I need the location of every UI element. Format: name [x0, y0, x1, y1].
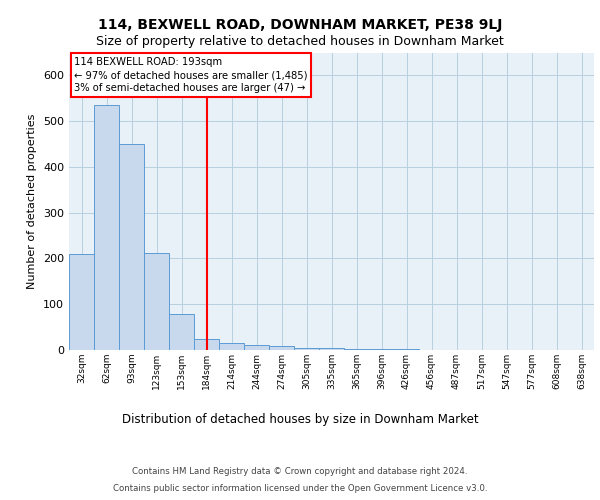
Bar	[169, 314, 194, 350]
Text: Size of property relative to detached houses in Downham Market: Size of property relative to detached ho…	[96, 35, 504, 48]
Bar	[219, 343, 244, 350]
Bar	[319, 348, 344, 350]
Bar	[269, 346, 294, 350]
Text: Contains HM Land Registry data © Crown copyright and database right 2024.: Contains HM Land Registry data © Crown c…	[132, 468, 468, 476]
Text: 114 BEXWELL ROAD: 193sqm
← 97% of detached houses are smaller (1,485)
3% of semi: 114 BEXWELL ROAD: 193sqm ← 97% of detach…	[74, 57, 308, 94]
Bar	[69, 254, 94, 350]
Bar	[194, 338, 219, 350]
Bar	[369, 349, 394, 350]
Bar	[344, 348, 369, 350]
Bar	[294, 348, 319, 350]
Bar	[94, 105, 119, 350]
Text: Distribution of detached houses by size in Downham Market: Distribution of detached houses by size …	[122, 412, 478, 426]
Text: Contains public sector information licensed under the Open Government Licence v3: Contains public sector information licen…	[113, 484, 487, 493]
Bar	[394, 349, 419, 350]
Text: 114, BEXWELL ROAD, DOWNHAM MARKET, PE38 9LJ: 114, BEXWELL ROAD, DOWNHAM MARKET, PE38 …	[98, 18, 502, 32]
Bar	[244, 346, 269, 350]
Bar	[119, 144, 144, 350]
Bar	[144, 252, 169, 350]
Y-axis label: Number of detached properties: Number of detached properties	[28, 114, 37, 289]
